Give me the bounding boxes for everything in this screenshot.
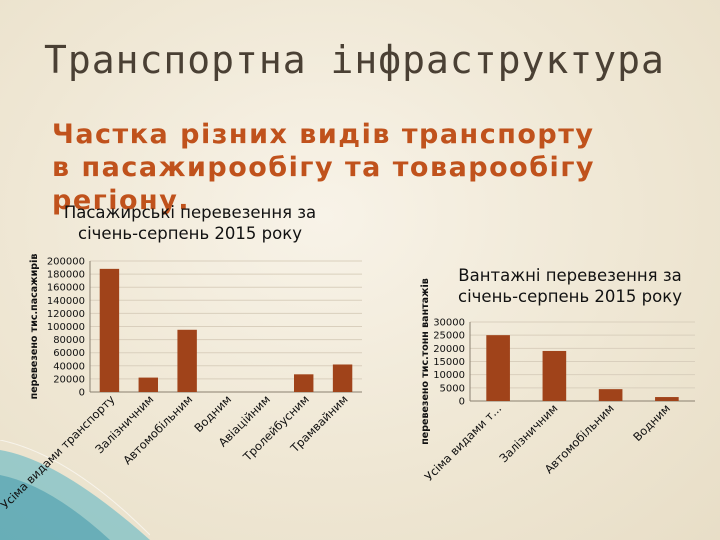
passenger-chart-ytick-label: 0: [79, 388, 85, 399]
passenger-chart-title: Пасажирські перевезення за січень-серпен…: [63, 203, 317, 243]
passenger-chart-y-axis-label: перевезено тис.пасажирів: [29, 254, 40, 400]
cargo-chart-category-label: Залізничним: [496, 401, 560, 465]
passenger-chart-bar: [332, 364, 353, 392]
passenger-chart-ytick-label: 20000: [53, 374, 85, 385]
passenger-chart-ytick-label: 140000: [47, 296, 85, 307]
slide-title: Транспортна інфраструктура: [44, 38, 665, 82]
passenger-chart-ytick-label: 120000: [47, 309, 85, 320]
cargo-chart-ytick-label: 5000: [440, 383, 465, 394]
cargo-chart-ytick-label: 20000: [433, 344, 465, 355]
passenger-chart-ytick-label: 60000: [53, 348, 85, 359]
cargo-chart-bar: [598, 389, 623, 401]
slide-subtitle: Частка різних видів транспорту в пасажир…: [52, 119, 596, 216]
passenger-chart-ytick-label: 100000: [47, 322, 85, 333]
passenger-chart-ytick-label: 180000: [47, 270, 85, 281]
passenger-chart-bar: [177, 329, 197, 392]
cargo-chart-ytick-label: 0: [459, 397, 465, 408]
passenger-chart-bar: [138, 377, 158, 392]
passenger-chart-ytick-label: 160000: [47, 283, 85, 294]
cargo-chart-bar: [655, 397, 679, 401]
cargo-chart-bar: [542, 350, 567, 401]
cargo-chart-ytick-label: 30000: [433, 318, 465, 329]
passenger-chart-ytick-label: 80000: [53, 335, 85, 346]
cargo-chart-ytick-label: 25000: [433, 331, 465, 342]
passenger-chart-ytick-label: 200000: [47, 257, 85, 268]
cargo-chart-bar: [486, 335, 510, 401]
cargo-chart-ytick-label: 15000: [433, 357, 465, 368]
cargo-chart-category-label: Водним: [630, 401, 673, 444]
passenger-chart-bar: [294, 374, 314, 392]
cargo-chart-category-label: Усіма видами т...: [422, 401, 504, 483]
corner-decoration: [0, 440, 150, 540]
passenger-chart-bar: [99, 268, 120, 392]
cargo-chart-y-axis-label: перевезено тис.тонн вантажів: [420, 278, 431, 445]
cargo-chart-title: Вантажні перевезення за січень-серпень 2…: [458, 266, 682, 306]
passenger-chart-ytick-label: 40000: [53, 361, 85, 372]
cargo-chart-ytick-label: 10000: [433, 370, 465, 381]
